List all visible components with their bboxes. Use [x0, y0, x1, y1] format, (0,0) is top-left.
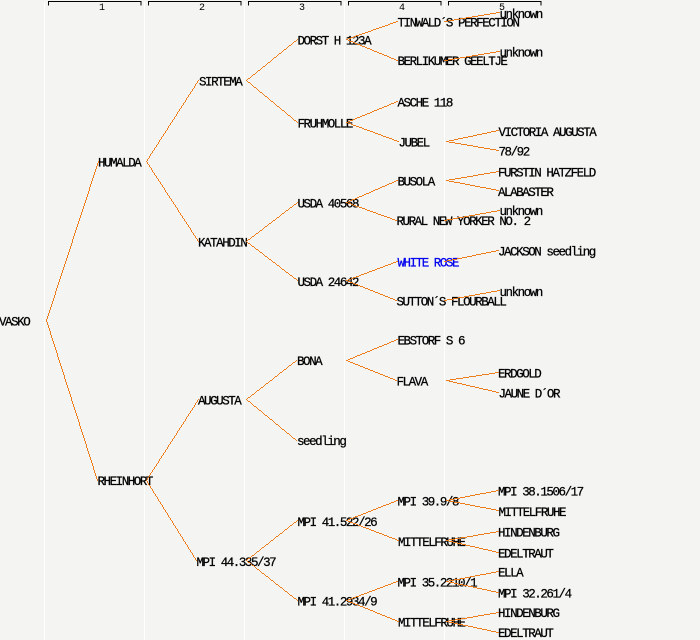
svg-text:ASCHE 118: ASCHE 118: [398, 97, 453, 111]
svg-text:1: 1: [99, 3, 105, 14]
svg-text:KATAHDIN: KATAHDIN: [198, 237, 247, 251]
svg-text:JAUNE D´OR: JAUNE D´OR: [499, 388, 561, 402]
svg-text:RURAL NEW YORKER NO. 2: RURAL NEW YORKER NO. 2: [397, 215, 531, 229]
svg-text:unknown: unknown: [500, 286, 543, 300]
svg-text:BERLIKUMER GEELTJE: BERLIKUMER GEELTJE: [398, 55, 508, 69]
svg-text:4: 4: [399, 3, 405, 14]
svg-text:HUMALDA: HUMALDA: [98, 157, 142, 171]
svg-text:MPI 32.261/4: MPI 32.261/4: [498, 588, 572, 602]
svg-text:FURSTIN HATZFELD: FURSTIN HATZFELD: [498, 167, 596, 181]
svg-text:unknown: unknown: [500, 47, 543, 61]
svg-text:MPI 38.1506/17: MPI 38.1506/17: [498, 486, 584, 500]
svg-text:HINDENBURG: HINDENBURG: [498, 607, 559, 621]
svg-text:SUTTON´S FLOURBALL: SUTTON´S FLOURBALL: [397, 296, 507, 310]
svg-text:FRUHMOLLE: FRUHMOLLE: [298, 118, 353, 132]
svg-text:USDA 40568: USDA 40568: [298, 198, 359, 212]
svg-text:BONA: BONA: [297, 355, 323, 369]
svg-text:JACKSON seedling: JACKSON seedling: [498, 246, 596, 260]
svg-text:EDELTRAUT: EDELTRAUT: [498, 548, 554, 562]
svg-text:MPI 41.2934/9: MPI 41.2934/9: [298, 596, 378, 610]
svg-text:HINDENBURG: HINDENBURG: [498, 527, 559, 541]
svg-text:VASKO: VASKO: [0, 316, 30, 330]
svg-text:WHITE ROSE: WHITE ROSE: [398, 257, 459, 271]
svg-text:unknown: unknown: [500, 8, 543, 22]
svg-text:FLAVA: FLAVA: [397, 376, 429, 390]
svg-text:78/92: 78/92: [499, 146, 530, 160]
svg-text:JUBEL: JUBEL: [399, 137, 430, 151]
svg-text:DORST H 123A: DORST H 123A: [298, 35, 373, 49]
svg-text:MPI 41.522/26: MPI 41.522/26: [298, 516, 378, 530]
svg-text:RHEINHORT: RHEINHORT: [98, 475, 154, 489]
svg-text:EDELTRAUT: EDELTRAUT: [498, 627, 554, 640]
svg-text:seedling: seedling: [297, 435, 346, 449]
svg-text:EBSTORF S 6: EBSTORF S 6: [398, 335, 466, 349]
svg-text:VICTORIA AUGUSTA: VICTORIA AUGUSTA: [499, 126, 598, 140]
svg-text:ERDGOLD: ERDGOLD: [498, 368, 541, 382]
svg-text:3: 3: [299, 3, 305, 14]
svg-text:BUSOLA: BUSOLA: [398, 176, 436, 190]
svg-text:2: 2: [199, 3, 205, 14]
svg-text:ELLA: ELLA: [498, 567, 524, 581]
svg-text:MITTELFRUHE: MITTELFRUHE: [499, 506, 567, 520]
svg-text:unknown: unknown: [500, 205, 543, 219]
svg-text:SIRTEMA: SIRTEMA: [199, 76, 243, 90]
svg-text:USDA 24642: USDA 24642: [298, 276, 359, 290]
svg-text:MPI 39.9/8: MPI 39.9/8: [398, 496, 459, 510]
svg-text:MPI 35.2210/1: MPI 35.2210/1: [398, 577, 478, 591]
svg-text:AUGUSTA: AUGUSTA: [198, 395, 242, 409]
svg-text:ALABASTER: ALABASTER: [498, 186, 554, 200]
svg-text:TINWALD´S PERFECTION: TINWALD´S PERFECTION: [398, 17, 520, 31]
svg-text:5: 5: [499, 3, 505, 14]
svg-text:MPI 44.335/37: MPI 44.335/37: [197, 556, 277, 570]
